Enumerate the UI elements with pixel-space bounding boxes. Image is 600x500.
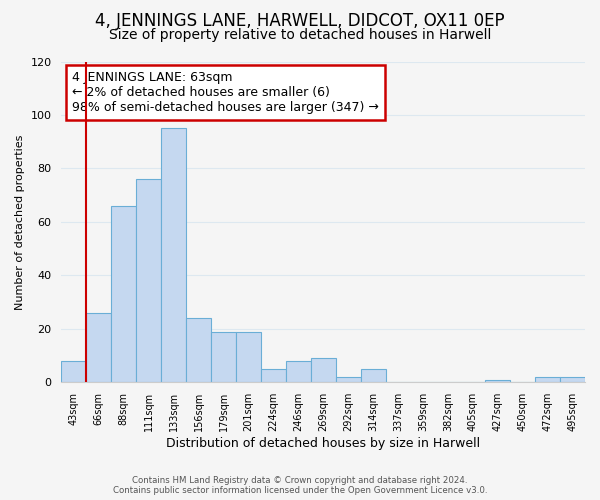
- Text: 4 JENNINGS LANE: 63sqm
← 2% of detached houses are smaller (6)
98% of semi-detac: 4 JENNINGS LANE: 63sqm ← 2% of detached …: [72, 71, 379, 114]
- Bar: [161, 128, 186, 382]
- Bar: [136, 179, 161, 382]
- Bar: [535, 377, 560, 382]
- Bar: [335, 377, 361, 382]
- Bar: [61, 361, 86, 382]
- Text: Size of property relative to detached houses in Harwell: Size of property relative to detached ho…: [109, 28, 491, 42]
- Y-axis label: Number of detached properties: Number of detached properties: [15, 134, 25, 310]
- Bar: [485, 380, 510, 382]
- Bar: [286, 361, 311, 382]
- Bar: [236, 332, 261, 382]
- Bar: [361, 369, 386, 382]
- Text: Contains HM Land Registry data © Crown copyright and database right 2024.
Contai: Contains HM Land Registry data © Crown c…: [113, 476, 487, 495]
- Bar: [211, 332, 236, 382]
- Bar: [86, 313, 111, 382]
- Bar: [311, 358, 335, 382]
- Bar: [111, 206, 136, 382]
- Text: 4, JENNINGS LANE, HARWELL, DIDCOT, OX11 0EP: 4, JENNINGS LANE, HARWELL, DIDCOT, OX11 …: [95, 12, 505, 30]
- Bar: [186, 318, 211, 382]
- X-axis label: Distribution of detached houses by size in Harwell: Distribution of detached houses by size …: [166, 437, 480, 450]
- Bar: [261, 369, 286, 382]
- Bar: [560, 377, 585, 382]
